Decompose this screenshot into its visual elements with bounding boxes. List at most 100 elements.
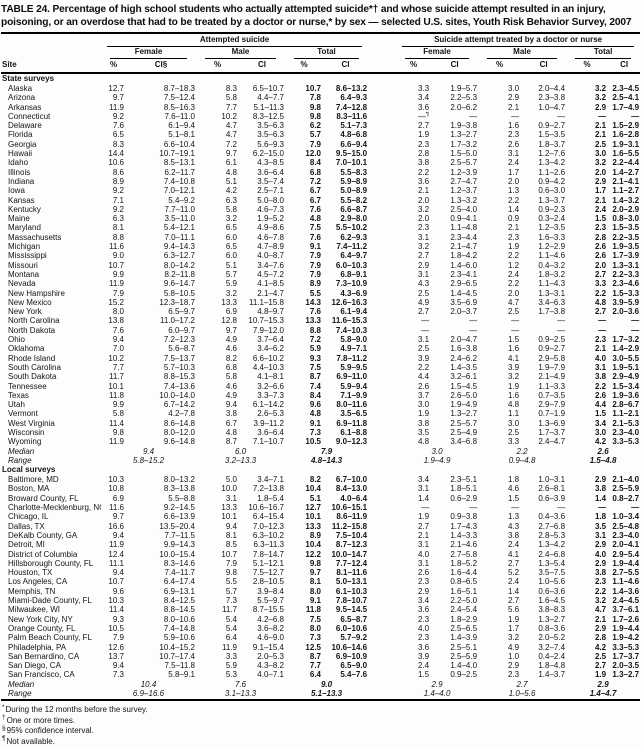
site-cell: Boston, MA [8, 484, 50, 494]
total-ci-cell: 5.9–9.4 [340, 381, 368, 391]
site-cell: Florida [8, 130, 33, 140]
total-pct-cell: 9.6 [309, 400, 321, 410]
total-ci-cell: 5.8–9.0 [340, 335, 368, 345]
treated-male-pct-cell: 2.4 [507, 158, 520, 168]
treated-total-pct-cell: 1.5 [594, 214, 607, 224]
total-ci-cell: 8.6–11.9 [336, 512, 368, 522]
male-pct-cell: 5.9 [225, 279, 237, 289]
total-pct-cell: 8.8 [309, 325, 321, 335]
treated-female-pct-cell: — [421, 316, 430, 326]
group-gap [368, 149, 396, 158]
group-gap [368, 670, 396, 679]
table-row: Florida 6.5 5.1–8.1 4.7 3.5–6.3 5.7 4.8–6.8 1.9… [1, 130, 640, 139]
treated-male-pct-cell: 1.6 [507, 121, 520, 131]
treated-female-pct-cell: 3.5 [417, 427, 430, 437]
treated-female-ci-cell: 1.9–5.7 [450, 84, 478, 93]
col-ci: CI [521, 59, 567, 74]
treated-total-ci-cell: 3.7–6.1 [612, 605, 640, 615]
site-header: Site [1, 59, 101, 74]
subgroup-total: Total [285, 47, 368, 59]
treated-total-ci-cell: 1.4–3.2 [612, 195, 640, 205]
male-ci-cell: 7.1–10.7 [252, 437, 284, 447]
treated-male-ci-cell: 1.6–4.5 [538, 596, 566, 606]
treated-male-pct-cell: 2.2 [507, 251, 520, 261]
table-row: Philadelphia, PA 12.6 10.4–15.2 11.9 9.1–15.… [1, 643, 640, 652]
treated-female-pct-cell: 3.1 [417, 484, 430, 494]
treated-male-ci-cell: 2.0–4.4 [538, 84, 566, 93]
male-ci-cell: 1.9–5.2 [257, 214, 284, 224]
table-row: West Virginia 11.4 8.6–14.8 6.7 3.9–11.2 9.1 6… [1, 419, 640, 428]
total-pct-cell: 12.2 [305, 549, 321, 559]
treated-male-pct-cell: 1.4 [507, 204, 520, 214]
treated-female-pct-cell: 3.7 [417, 390, 430, 400]
total-pct-cell: 7.7 [309, 661, 321, 671]
group-gap [368, 475, 396, 484]
female-pct-cell: 11.8 [109, 390, 124, 400]
treated-total-ci-cell: 1.9–3.5 [612, 242, 640, 252]
total-ci-cell: 7.5–10.4 [335, 530, 368, 540]
female-pct-cell: 10.3 [108, 596, 124, 606]
total-pct-cell: 8.2 [309, 475, 321, 485]
treated-total-pct-cell: 2.9 [594, 475, 607, 485]
table-row: Missouri 10.7 8.0–14.2 5.1 3.4–7.6 7.9 6.0–10.… [1, 261, 640, 270]
total-ci-cell: 7.4–11.2 [336, 242, 368, 252]
treated-male-ci-cell: 1.7–3.7 [538, 427, 566, 437]
treated-female-ci-cell: 2.3–4.1 [450, 269, 478, 279]
treated-male-pct-cell: 3.1 [507, 149, 520, 159]
total-ci-cell: 5.5–10.2 [335, 223, 368, 233]
total-pct-cell: 7.5 [309, 362, 321, 372]
treated-male-ci-cell: 2.4–6.8 [538, 549, 566, 559]
treated-male-ci-cell: 1.3–5.4 [538, 558, 566, 568]
treated-total-ci-cell: 1.9–4.4 [612, 558, 640, 568]
treated-female-ci-cell: 2.5–4.9 [450, 427, 478, 437]
male-pct-cell: 6.7 [225, 418, 237, 428]
female-ci-cell: 8.3–14.6 [163, 558, 195, 568]
male-ci-cell: 4.6–7.8 [257, 232, 284, 242]
range-value: 1.9–4.9 [423, 455, 451, 465]
treated-male-ci-cell: 1.6–3.3 [538, 232, 566, 242]
treated-female-pct-cell: 3.1 [417, 269, 430, 279]
treated-male-pct-cell: 2.0 [507, 176, 520, 186]
treated-male-ci-cell: 0.4–3.6 [538, 512, 566, 522]
subgroup-treated-total: Total [566, 47, 640, 59]
treated-male-ci-cell: 1.0–5.6 [538, 577, 566, 587]
treated-total-ci-cell: 1.4–2.9 [612, 344, 640, 354]
treated-total-pct-cell: 2.3 [594, 577, 607, 587]
group-treated: Suicide attempt treated by a doctor or n… [396, 33, 640, 47]
treated-male-ci-cell: 0.8–3.6 [538, 623, 566, 633]
treated-total-ci-cell: 2.2–3.5 [612, 232, 640, 242]
female-pct-cell: 8.6 [112, 167, 124, 177]
group-gap [368, 59, 397, 74]
treated-male-ci-cell: 1.2–3.5 [538, 223, 566, 233]
total-ci-cell: 4.0–6.4 [340, 493, 368, 503]
group-gap [368, 633, 396, 642]
table-row: Hillsborough County, FL 11.1 8.3–14.6 7.9 5.… [1, 559, 640, 568]
group-gap [368, 205, 396, 214]
treated-total-ci-cell: 2.2–4.4 [612, 158, 640, 168]
female-pct-cell: 10.6 [108, 158, 124, 168]
subgroup-female: Female [101, 47, 196, 59]
table-row: North Carolina 13.8 11.0–17.2 12.8 10.7–15.3… [1, 316, 640, 325]
treated-male-ci-cell: 0.6–3.6 [538, 586, 566, 596]
treated-male-ci-cell: 3.4–6.3 [538, 297, 566, 307]
total-pct-cell: 12.7 [305, 503, 321, 513]
treated-female-ci-cell: 0.9–4.1 [450, 214, 478, 224]
treated-female-ci-cell: 1.5–4.5 [450, 381, 478, 391]
table-row: Texas 11.8 10.0–14.0 4.9 3.3–7.3 8.4 7.1–9.9 3.… [1, 391, 640, 400]
site-cell: DeKalb County, GA [8, 530, 78, 540]
group-gap [368, 372, 396, 381]
treated-male-ci-cell: 1.3–4.2 [538, 158, 566, 168]
treated-total-ci-cell: 1.4–3.6 [612, 586, 640, 596]
group-gap [368, 437, 396, 446]
treated-male-ci-cell: 2.8–5.3 [538, 530, 566, 540]
group-gap [368, 335, 396, 344]
treated-total-pct-cell: 2.2 [594, 586, 607, 596]
treated-female-ci-cell: 1.4–3.5 [450, 362, 478, 372]
treated-female-pct-cell: 3.2 [417, 242, 430, 252]
treated-male-ci-cell: 1.0–3.1 [538, 475, 566, 485]
subgroup-treated-male: Male [478, 47, 566, 59]
group-gap [368, 121, 396, 130]
footnote-marker: ¶ [2, 735, 6, 743]
site-cell: Illinois [8, 167, 31, 177]
male-pct-cell: 3.1 [225, 493, 237, 503]
